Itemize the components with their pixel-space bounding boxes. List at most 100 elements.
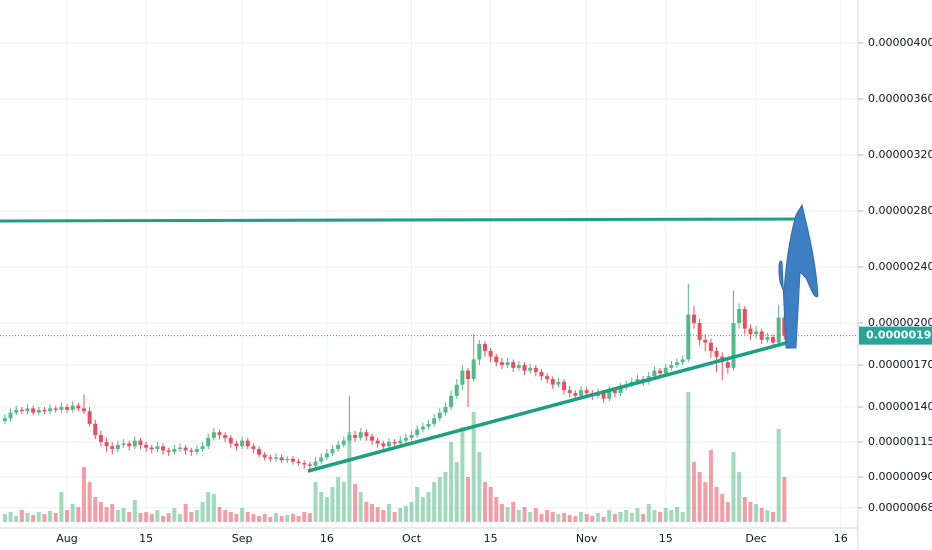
candle-body <box>155 446 160 450</box>
volume-bar <box>680 512 685 522</box>
volume-layer <box>2 392 787 522</box>
volume-bar <box>629 513 634 522</box>
candle-body <box>313 461 318 466</box>
volume-bar <box>93 497 98 522</box>
volume-bar <box>279 516 284 522</box>
candle-body <box>14 409 19 413</box>
volume-bar <box>432 482 437 522</box>
volume-bar <box>499 504 504 522</box>
candle-body <box>319 457 324 462</box>
candle-body <box>81 408 86 412</box>
candle-body <box>443 407 448 413</box>
volume-bar <box>765 510 770 522</box>
volume-bar <box>607 510 612 522</box>
candle-body <box>172 449 177 452</box>
volume-bar <box>347 432 352 522</box>
candle-body <box>731 323 736 368</box>
volume-bar <box>386 504 391 522</box>
volume-bar <box>392 512 397 522</box>
candle-body <box>200 446 205 450</box>
volume-bar <box>516 510 521 522</box>
volume-bar <box>528 512 533 522</box>
volume-bar <box>245 512 250 522</box>
candle-body <box>607 390 612 399</box>
candle-body <box>115 444 120 450</box>
last-price-label: 0.00000191 <box>866 329 932 342</box>
candle-body <box>409 435 414 438</box>
volume-bar <box>8 512 13 522</box>
candle-body <box>138 440 143 445</box>
candle-body <box>477 344 482 360</box>
candle-body <box>652 370 657 377</box>
candle-body <box>782 317 787 336</box>
volume-bar <box>70 504 75 522</box>
candle-body <box>398 440 403 444</box>
volume-bar <box>48 511 53 522</box>
candle-body <box>522 365 527 371</box>
candle-body <box>697 323 702 340</box>
volume-bar <box>590 516 595 522</box>
candle-body <box>110 446 115 450</box>
candle-body <box>776 317 781 343</box>
candle-body <box>511 362 516 368</box>
candle-body <box>578 390 583 396</box>
candle-body <box>392 442 397 444</box>
volume-bar <box>460 427 465 522</box>
candle-body <box>279 457 284 461</box>
volume-bar <box>658 512 663 522</box>
volume-bar <box>675 507 680 522</box>
candle-body <box>550 379 555 385</box>
x-tick-label: 15 <box>484 532 498 545</box>
volume-bar <box>420 497 425 522</box>
volume-bar <box>748 502 753 522</box>
candle-body <box>347 435 352 441</box>
candle-body <box>432 418 437 424</box>
candle-body <box>680 359 685 363</box>
volume-bar <box>330 487 335 522</box>
volume-bar <box>138 513 143 522</box>
y-tick-label: 0.00000360 <box>868 92 932 105</box>
candle-body <box>725 362 730 368</box>
candle-body <box>65 407 70 410</box>
volume-bar <box>725 502 730 522</box>
candle-body <box>703 339 708 343</box>
volume-bar <box>449 442 454 522</box>
volume-bar <box>454 462 459 522</box>
volume-bar <box>313 482 318 522</box>
candle-body <box>488 351 493 357</box>
volume-bar <box>771 512 776 522</box>
volume-bar <box>110 504 115 522</box>
volume-bar <box>149 514 154 522</box>
x-tick-label: Aug <box>56 532 77 545</box>
y-tick-label: 0.00000068 <box>868 501 932 514</box>
y-tick-label: 0.00000170 <box>868 358 932 371</box>
candle-body <box>8 412 13 419</box>
volume-bar <box>223 510 228 522</box>
volume-bar <box>65 510 70 522</box>
x-tick-label: 15 <box>139 532 153 545</box>
x-tick-label: Sep <box>232 532 253 545</box>
volume-bar <box>409 502 414 522</box>
y-tick-label: 0.00000090 <box>868 470 932 483</box>
volume-bar <box>545 510 550 522</box>
volume-bar <box>471 412 476 522</box>
candle-body <box>132 440 137 447</box>
candle-body <box>381 443 386 447</box>
volume-bar <box>494 497 499 522</box>
volume-bar <box>76 507 81 522</box>
candle-body <box>415 429 420 436</box>
volume-bar <box>166 513 171 522</box>
volume-bar <box>358 492 363 522</box>
y-tick-label: 0.00000200 <box>868 316 932 329</box>
volume-bar <box>511 502 516 522</box>
volume-bar <box>641 514 646 522</box>
candle-body <box>217 432 222 436</box>
x-tick-label: Oct <box>402 532 422 545</box>
volume-bar <box>703 482 708 522</box>
volume-bar <box>161 516 166 522</box>
volume-bar <box>257 516 262 522</box>
volume-bar <box>274 513 279 522</box>
volume-bar <box>731 452 736 522</box>
volume-bar <box>720 494 725 522</box>
